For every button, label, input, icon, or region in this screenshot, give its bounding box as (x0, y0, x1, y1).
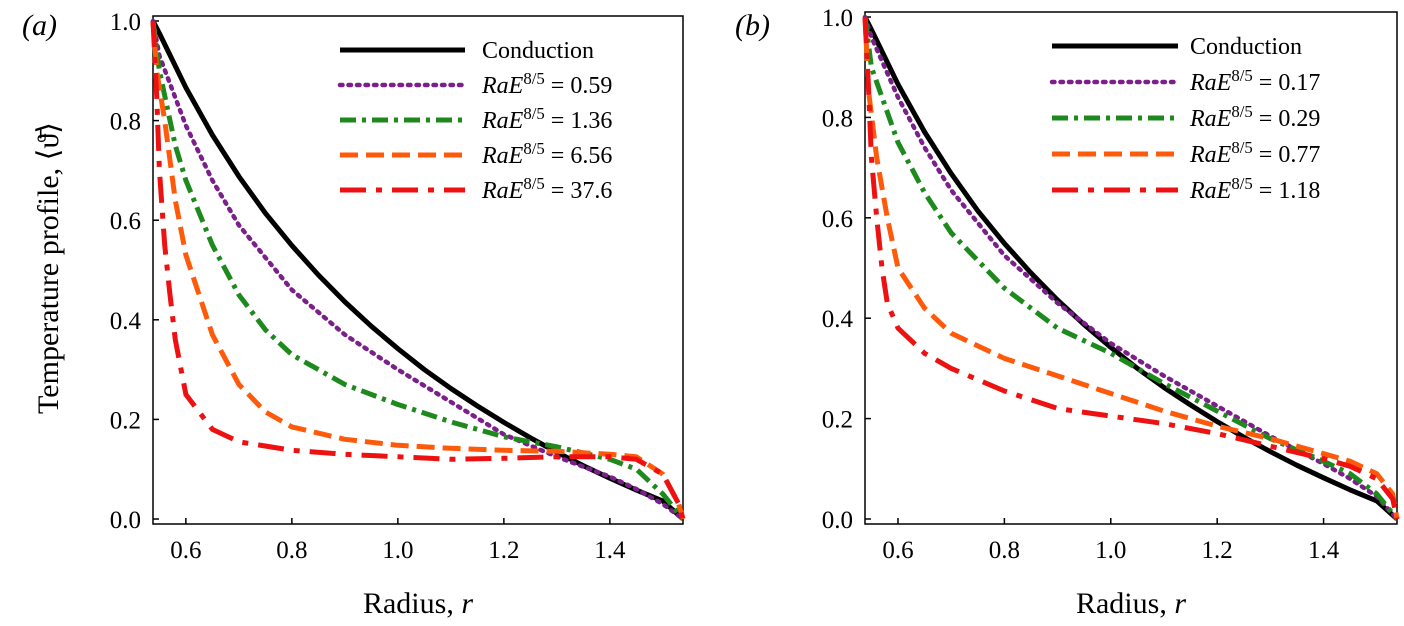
x-tick-label: 0.8 (989, 537, 1020, 564)
panel-a-label: (a) (22, 9, 57, 42)
series-line-dashdot (150, 20, 685, 521)
panel-a-legend: Conduction RaE8/5 = 0.59 RaE8/5 = 1.36 RaE8… (337, 38, 612, 205)
panel-b-series (862, 14, 1400, 522)
legend-label: RaE8/5 = 37.6 (481, 174, 612, 205)
legend-label: Conduction (482, 38, 594, 64)
legend-label: Conduction (1190, 34, 1302, 60)
x-tick-label: 1.0 (1095, 537, 1126, 564)
panel-a-x-axis-label: Radius, r (363, 587, 473, 620)
panel-a-ticks: 0.6 0.8 1.0 1.2 1.4 0.0 0.2 0.4 0.6 0.8 1.0 (110, 9, 626, 564)
legend-label: RaE8/5 = 0.17 (1189, 66, 1320, 97)
y-tick-label: 0.4 (822, 306, 854, 333)
y-tick-label: 1.0 (822, 5, 853, 32)
y-axis-label: Temperature profile, ⟨ϑ̄⟩ (32, 122, 65, 414)
series-line-longdashdot (150, 20, 686, 520)
series-line-solid (862, 15, 1399, 521)
panel-a-series (150, 18, 686, 522)
x-tick-label: 1.4 (1308, 537, 1340, 564)
y-tick-label: 1.0 (110, 9, 141, 36)
series-line-dashed (862, 16, 1400, 520)
panel-b-ticks: 0.6 0.8 1.0 1.2 1.4 0.0 0.2 0.4 0.6 0.8 1.0 (822, 5, 1340, 564)
legend-label: RaE8/5 = 6.56 (481, 139, 612, 170)
y-tick-label: 0.0 (110, 507, 141, 534)
series-line-dashdot (862, 16, 1399, 521)
series-line-dotted (862, 14, 1400, 522)
y-tick-label: 0.8 (110, 109, 141, 136)
y-tick-label: 0.6 (822, 206, 853, 233)
y-tick-label: 0.8 (822, 105, 853, 132)
y-tick-label: 0.0 (822, 507, 853, 534)
panel-a: (a) 0.6 0.8 1.0 1.2 1.4 0.0 0.2 0.4 0.6 0.8 1.0 Co… (22, 9, 686, 620)
x-tick-label: 1.0 (382, 537, 413, 564)
series-line-longdashdot (862, 16, 1400, 520)
x-tick-label: 1.2 (1202, 537, 1233, 564)
series-line-dotted (150, 18, 686, 522)
x-tick-label: 0.8 (276, 537, 307, 564)
y-tick-label: 0.4 (110, 308, 142, 335)
x-tick-label: 1.4 (594, 537, 626, 564)
legend-label: RaE8/5 = 1.18 (1189, 174, 1320, 205)
panel-b-frame (864, 11, 1398, 525)
legend-label: RaE8/5 = 0.77 (1189, 138, 1320, 169)
panel-b: (b) 0.6 0.8 1.0 1.2 1.4 0.0 0.2 0.4 0.6 0.8 1.0 Co… (735, 5, 1400, 620)
panel-a-frame (152, 15, 684, 525)
legend-label: RaE8/5 = 0.59 (481, 69, 612, 100)
x-tick-label: 1.2 (488, 537, 519, 564)
legend-label: RaE8/5 = 0.29 (1189, 102, 1320, 133)
panel-b-x-axis-label: Radius, r (1076, 587, 1186, 620)
y-tick-label: 0.2 (110, 407, 141, 434)
legend-label: RaE8/5 = 1.36 (481, 104, 612, 135)
x-tick-label: 0.6 (170, 537, 201, 564)
panel-b-legend: Conduction RaE8/5 = 0.17 RaE8/5 = 0.29 RaE8… (1049, 34, 1320, 205)
x-tick-label: 0.6 (882, 537, 913, 564)
y-tick-label: 0.6 (110, 208, 141, 235)
y-tick-label: 0.2 (822, 407, 853, 434)
panel-b-label: (b) (735, 9, 770, 42)
